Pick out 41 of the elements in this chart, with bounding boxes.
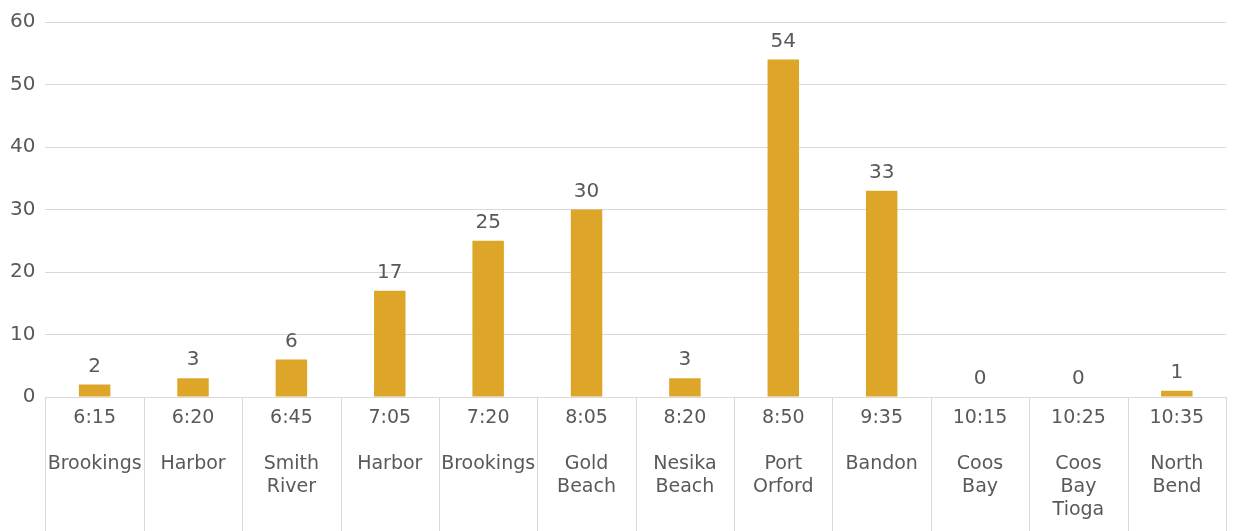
category-label: 6:15 Brookings <box>47 405 142 473</box>
category-label: 10:35 North Bend <box>1149 405 1205 496</box>
category-label: 7:05 Harbor <box>357 405 423 473</box>
data-label: 0 <box>973 365 987 390</box>
data-label: 6 <box>285 327 298 352</box>
bar <box>767 59 800 397</box>
data-label: 25 <box>475 208 501 233</box>
bar <box>1161 390 1193 397</box>
data-label: 3 <box>678 346 692 371</box>
data-label: 30 <box>573 177 600 202</box>
bar <box>374 290 406 397</box>
bar <box>177 378 209 397</box>
bar <box>570 209 603 397</box>
category-label: 8:05 Gold Beach <box>557 405 616 496</box>
category-label: 6:45 Smith River <box>263 405 320 496</box>
bar <box>669 378 701 397</box>
y-tick-label: 10 <box>10 320 36 345</box>
category-label: 8:20 Nesika Beach <box>653 405 717 496</box>
data-label: 54 <box>770 27 797 52</box>
y-tick-label: 0 <box>22 383 36 408</box>
data-label: 1 <box>1170 358 1184 383</box>
data-label: 3 <box>186 346 200 371</box>
data-label: 2 <box>88 352 102 377</box>
y-tick-label: 20 <box>10 258 36 283</box>
bar <box>275 359 308 397</box>
category-label: 10:25 Coos Bay Tioga <box>1051 405 1106 519</box>
category-label: 8:50 Port Orford <box>752 405 814 496</box>
bar <box>472 240 504 397</box>
category-label: 6:20 Harbor <box>160 405 226 473</box>
y-tick-label: 30 <box>10 195 36 220</box>
y-tick-label: 40 <box>10 133 36 158</box>
bar <box>865 190 898 397</box>
category-label: 9:35 Bandon <box>845 405 918 473</box>
category-label: 10:15 Coos Bay <box>952 405 1008 496</box>
data-label: 17 <box>377 258 403 283</box>
bar <box>78 384 111 397</box>
y-tick-label: 50 <box>10 70 36 95</box>
category-label: 7:20 Brookings <box>441 405 536 473</box>
data-label: 0 <box>1072 365 1085 390</box>
data-label: 33 <box>868 158 895 183</box>
y-tick-label: 60 <box>10 8 36 33</box>
